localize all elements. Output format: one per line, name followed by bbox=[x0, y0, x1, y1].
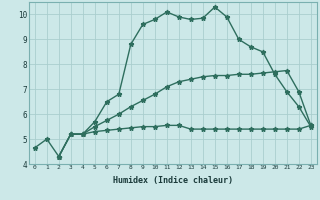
X-axis label: Humidex (Indice chaleur): Humidex (Indice chaleur) bbox=[113, 176, 233, 185]
